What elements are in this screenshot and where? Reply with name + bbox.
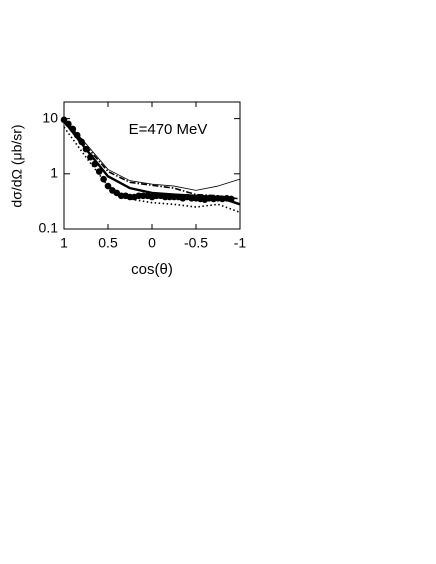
curve [63,118,241,191]
curve [63,126,241,214]
x-tick-label: -0.5 [184,235,208,251]
y-tick-label: 1 [50,165,58,181]
curve [63,119,241,200]
x-tick-label: 0.5 [98,235,118,251]
curve [63,120,241,206]
data-point [104,182,112,190]
y-axis-label: dσ/dΩ (μb/sr) [9,124,25,207]
x-tick-label: -1 [234,235,247,251]
x-tick-label: 1 [60,235,68,251]
y-tick-label: 10 [42,109,58,125]
x-axis-label: cos(θ) [131,261,173,278]
annotation: E=470 MeV [129,121,208,138]
x-tick-label: 0 [148,235,156,251]
y-tick-label: 0.1 [39,220,59,236]
